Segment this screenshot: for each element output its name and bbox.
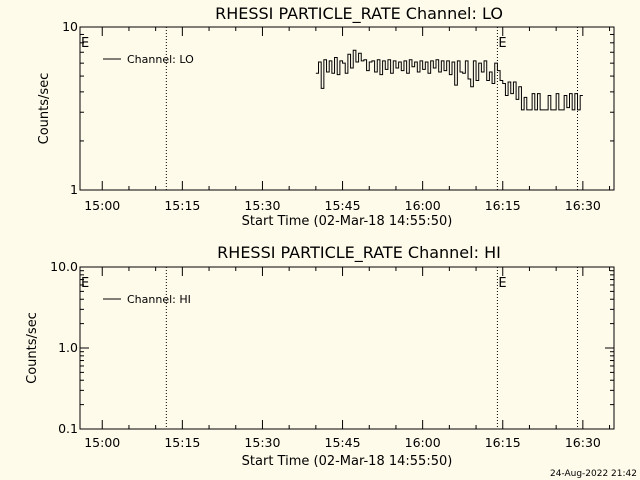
x-tick-label: 15:30 (244, 198, 280, 213)
x-tick-label: 16:30 (565, 198, 601, 213)
generated-timestamp: 24-Aug-2022 21:42 (550, 469, 637, 479)
chart-title: RHESSI PARTICLE_RATE Channel: HI (217, 243, 501, 263)
x-tick-label: 16:00 (405, 198, 441, 213)
plot-frame (79, 266, 615, 430)
x-axis-label: Start Time (02-Mar-18 14:55:50) (242, 454, 453, 469)
legend-label: Channel: HI (127, 293, 191, 306)
left-edge-label: E (81, 36, 89, 51)
y-tick-label: 0.1 (58, 421, 78, 436)
x-tick-label: 15:00 (84, 198, 120, 213)
legend-label: Channel: LO (127, 53, 194, 66)
event-marker-label: E (498, 276, 506, 291)
x-tick-label: 15:00 (84, 435, 120, 450)
x-tick-label: 16:30 (565, 435, 601, 450)
y-axis-label: Counts/sec (37, 73, 52, 145)
x-tick-label: 15:15 (164, 198, 200, 213)
series-line-1 (315, 49, 583, 111)
event-marker-label: E (498, 36, 506, 51)
chart-panel-2: RHESSI PARTICLE_RATE Channel: HI 15:00 15:… (25, 243, 615, 469)
chart-title: RHESSI PARTICLE_RATE Channel: LO (215, 4, 503, 24)
x-tick-label: 15:45 (325, 198, 361, 213)
plot-frame (79, 26, 615, 191)
x-tick-label: 15:15 (164, 435, 200, 450)
left-edge-label: E (81, 276, 89, 291)
x-tick-label: 16:00 (405, 435, 441, 450)
x-tick-label: 16:15 (485, 198, 521, 213)
x-tick-label: 15:30 (244, 435, 280, 450)
y-axis-label: Counts/sec (25, 312, 40, 384)
x-tick-label: 16:15 (485, 435, 521, 450)
x-axis-label: Start Time (02-Mar-18 14:55:50) (242, 214, 453, 229)
x-tick-label: 15:45 (325, 435, 361, 450)
y-tick-label: 1 (70, 182, 78, 197)
y-tick-label: 1.0 (58, 340, 78, 355)
chart-panel-1: RHESSI PARTICLE_RATE Channel: LO 15:00 15:… (37, 4, 615, 229)
y-tick-label: 10 (62, 19, 78, 34)
y-tick-label: 10.0 (50, 259, 78, 274)
